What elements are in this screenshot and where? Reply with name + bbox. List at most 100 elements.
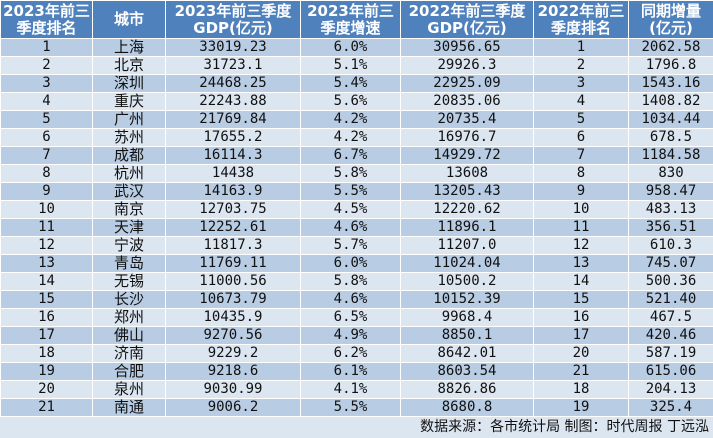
table-cell: 4 [1, 93, 93, 111]
column-header: 2023年前三季度增速 [301, 1, 401, 39]
table-cell: 5.1% [301, 57, 401, 75]
table-cell: 8680.8 [401, 399, 534, 417]
table-cell: 5.8% [301, 165, 401, 183]
table-cell: 14 [534, 273, 629, 291]
table-cell: 14929.72 [401, 147, 534, 165]
table-cell: 5.8% [301, 273, 401, 291]
column-header-line: 城市 [93, 11, 165, 28]
table-cell: 10 [534, 201, 629, 219]
table-cell: 6.5% [301, 309, 401, 327]
column-header-line: 2023年前三季度 [166, 3, 300, 20]
table-cell: 4.9% [301, 327, 401, 345]
table-cell: 958.47 [629, 183, 713, 201]
table-cell: 济南 [93, 345, 166, 363]
table-cell: 10673.79 [166, 291, 301, 309]
table-cell: 长沙 [93, 291, 166, 309]
table-cell: 615.06 [629, 363, 713, 381]
table-cell: 8850.1 [401, 327, 534, 345]
column-header-line: 季度增速 [301, 20, 400, 37]
table-cell: 610.3 [629, 237, 713, 255]
column-header: 同期增量(亿元) [629, 1, 713, 39]
table-cell: 13 [534, 255, 629, 273]
table-cell: 南通 [93, 399, 166, 417]
table-cell: 13 [1, 255, 93, 273]
table-cell: 11817.3 [166, 237, 301, 255]
table-cell: 16 [1, 309, 93, 327]
table-cell: 青岛 [93, 255, 166, 273]
table-cell: 10435.9 [166, 309, 301, 327]
table-cell: 2 [1, 57, 93, 75]
table-cell: 8 [534, 165, 629, 183]
column-header-line: 2023年前三 [301, 3, 400, 20]
table-cell: 南京 [93, 201, 166, 219]
table-cell: 4.1% [301, 381, 401, 399]
table-cell: 11769.11 [166, 255, 301, 273]
table-cell: 6.1% [301, 363, 401, 381]
table-cell: 苏州 [93, 129, 166, 147]
table-cell: 19 [1, 363, 93, 381]
table-cell: 745.07 [629, 255, 713, 273]
column-header-line: 季度排名 [534, 20, 628, 37]
column-header-line: 同期增量 [629, 3, 713, 20]
table-cell: 21 [534, 363, 629, 381]
table-cell: 郑州 [93, 309, 166, 327]
table-cell: 4.2% [301, 111, 401, 129]
table-cell: 佛山 [93, 327, 166, 345]
table-cell: 杭州 [93, 165, 166, 183]
table-cell: 4 [534, 93, 629, 111]
table-cell: 3 [1, 75, 93, 93]
table-cell: 14163.9 [166, 183, 301, 201]
table-cell: 7 [1, 147, 93, 165]
table-cell: 4.6% [301, 291, 401, 309]
table-cell: 9270.56 [166, 327, 301, 345]
table-cell: 上海 [93, 39, 166, 57]
table-cell: 9006.2 [166, 399, 301, 417]
table-cell: 北京 [93, 57, 166, 75]
table-cell: 12220.62 [401, 201, 534, 219]
table-cell: 1 [534, 39, 629, 57]
table-cell: 31723.1 [166, 57, 301, 75]
table-cell: 5.5% [301, 183, 401, 201]
table-cell: 8826.86 [401, 381, 534, 399]
table-cell: 325.4 [629, 399, 713, 417]
table-cell: 21 [1, 399, 93, 417]
table-cell: 6.7% [301, 147, 401, 165]
table-cell: 1184.58 [629, 147, 713, 165]
table-cell: 356.51 [629, 219, 713, 237]
table-cell: 天津 [93, 219, 166, 237]
table-cell: 11 [534, 219, 629, 237]
table-cell: 7 [534, 147, 629, 165]
table-cell: 467.5 [629, 309, 713, 327]
table-cell: 420.46 [629, 327, 713, 345]
table-cell: 204.13 [629, 381, 713, 399]
table-cell: 1543.16 [629, 75, 713, 93]
table-cell: 6 [534, 129, 629, 147]
table-cell: 587.19 [629, 345, 713, 363]
table-cell: 5.5% [301, 399, 401, 417]
table-cell: 4.5% [301, 201, 401, 219]
table-cell: 12703.75 [166, 201, 301, 219]
table-cell: 14438 [166, 165, 301, 183]
table-cell: 10 [1, 201, 93, 219]
table-cell: 11000.56 [166, 273, 301, 291]
table-cell: 12252.61 [166, 219, 301, 237]
table-cell: 22243.88 [166, 93, 301, 111]
table-cell: 9 [534, 183, 629, 201]
source-note: 数据来源：各市统计局 制图：时代周报 丁远泓 [0, 417, 713, 438]
table-cell: 20735.4 [401, 111, 534, 129]
table-cell: 9 [1, 183, 93, 201]
table-cell: 12 [1, 237, 93, 255]
table-cell: 6.2% [301, 345, 401, 363]
